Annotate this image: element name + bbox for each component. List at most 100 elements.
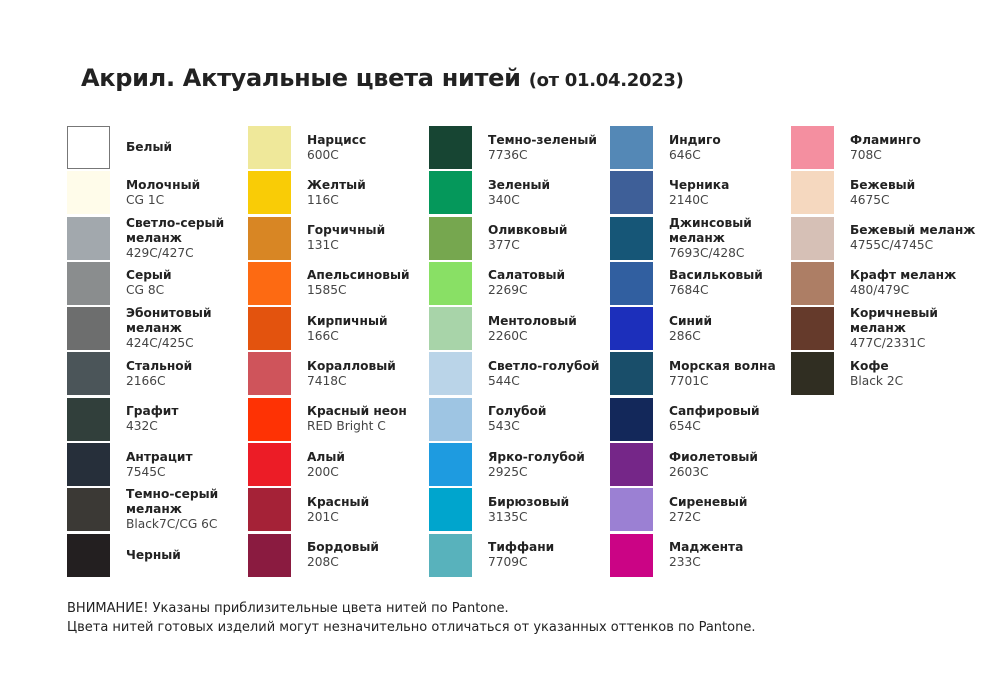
- color-item: Белый: [67, 126, 248, 171]
- color-name: Графит: [126, 404, 179, 419]
- color-item: Бежевый 4675C: [791, 171, 972, 216]
- color-name: Синий: [669, 313, 712, 328]
- color-label: Маджента 233C: [669, 534, 799, 577]
- color-name: Тиффани: [488, 540, 555, 555]
- color-column: Темно-зеленый 7736C Зеленый 340C Оливковый 37…: [429, 126, 610, 579]
- color-name: Морская волна: [669, 358, 776, 373]
- color-item: Маджента 233C: [610, 533, 791, 579]
- color-swatch: [429, 397, 472, 441]
- color-label: Фиолетовый 2603C: [669, 443, 799, 486]
- color-label: Ярко-голубой 2925C: [488, 443, 618, 486]
- color-label: Морская волна 7701C: [669, 352, 799, 395]
- color-name: Алый: [307, 449, 345, 464]
- color-item: Коралловый 7418C: [248, 352, 429, 397]
- color-swatch: [429, 261, 472, 305]
- color-item: Васильковый 7684C: [610, 261, 791, 307]
- pantone-code: 2140C: [669, 192, 709, 207]
- color-label: Сапфировый 654C: [669, 398, 799, 441]
- color-swatch: [610, 126, 653, 169]
- pantone-code: 200C: [307, 464, 339, 479]
- color-item: Серый CG 8C: [67, 261, 248, 307]
- color-name: Ментоловый: [488, 313, 577, 328]
- color-swatch: [610, 533, 653, 577]
- color-label: Фламинго 708C: [850, 126, 980, 169]
- color-item: Сиреневый 272C: [610, 488, 791, 533]
- color-item: Ярко-голубой 2925C: [429, 443, 610, 488]
- disclaimer-note: ВНИМАНИЕ! Указаны приблизительные цвета …: [67, 599, 755, 637]
- color-swatch: [610, 443, 653, 487]
- color-item: Светло-голубой 544C: [429, 352, 610, 397]
- color-name: Крафт меланж: [850, 268, 957, 283]
- color-label: Голубой 543C: [488, 398, 618, 441]
- color-label: Черника 2140C: [669, 171, 799, 214]
- pantone-code: 543C: [488, 419, 520, 434]
- pantone-code: 2603C: [669, 464, 709, 479]
- pantone-code: CG 8C: [126, 283, 165, 298]
- pantone-code: 424C/425C: [126, 336, 194, 351]
- pantone-code: 544C: [488, 373, 520, 388]
- pantone-code: CG 1C: [126, 192, 165, 207]
- color-item: Морская волна 7701C: [610, 352, 791, 397]
- pantone-code: Black 2C: [850, 373, 904, 388]
- color-item: Апельсиновый 1585C: [248, 261, 429, 307]
- color-label: Васильковый 7684C: [669, 262, 799, 305]
- pantone-code: 600C: [307, 147, 339, 162]
- color-swatch: [429, 216, 472, 260]
- color-item: Салатовый 2269C: [429, 261, 610, 307]
- color-name: Черника: [669, 177, 730, 192]
- color-swatch: [429, 352, 472, 396]
- color-label: Горчичный 131C: [307, 217, 437, 260]
- color-name: Ярко-голубой: [488, 449, 585, 464]
- color-name: Светло-серый меланж: [126, 215, 225, 245]
- color-swatch: [429, 171, 472, 215]
- color-item: Эбонитовый меланж 424C/425C: [67, 306, 248, 352]
- color-name: Антрацит: [126, 449, 193, 464]
- color-item: Джинсовый меланж 7693C/428C: [610, 215, 791, 262]
- color-label: Индиго 646C: [669, 126, 799, 169]
- pantone-code: 7545C: [126, 464, 166, 479]
- color-swatch: [248, 307, 291, 351]
- color-name: Бежевый меланж: [850, 223, 976, 238]
- pantone-code: 4755C/4745C: [850, 238, 934, 253]
- pantone-code: 2269C: [488, 283, 528, 298]
- color-name: Бордовый: [307, 540, 379, 555]
- color-item: Сапфировый 654C: [610, 397, 791, 443]
- color-item: Черника 2140C: [610, 171, 791, 216]
- note-line-2: Цвета нитей готовых изделий могут незнач…: [67, 620, 756, 635]
- color-label: Синий 286C: [669, 307, 799, 350]
- color-label: Красный неон RED Bright C: [307, 398, 437, 441]
- color-swatch: [610, 216, 653, 260]
- color-swatch: [429, 126, 472, 169]
- color-column: Белый Молочный CG 1C Светло-серый меланж 429…: [67, 126, 248, 579]
- color-label: Коричневый меланж 477C/2331C: [850, 306, 980, 350]
- color-item: Индиго 646C: [610, 126, 791, 171]
- color-item: Молочный CG 1C: [67, 171, 248, 216]
- color-label: Зеленый 340C: [488, 171, 618, 214]
- pantone-code: 3135C: [488, 509, 528, 524]
- title-main: Акрил. Актуальные цвета нитей: [81, 64, 521, 92]
- color-column: Нарцисс 600C Желтый 116C Горчичный 131C Апельс…: [248, 126, 429, 579]
- color-swatch: [791, 171, 834, 215]
- color-label: Светло-серый меланж 429C/427C: [126, 215, 256, 260]
- color-name: Горчичный: [307, 223, 386, 238]
- color-item: Светло-серый меланж 429C/427C: [67, 216, 248, 262]
- color-swatch: [67, 397, 110, 441]
- color-label: Тиффани 7709C: [488, 534, 618, 577]
- pantone-code: 272C: [669, 509, 701, 524]
- color-swatch: [67, 126, 110, 169]
- color-label: Сиреневый 272C: [669, 488, 799, 531]
- pantone-code: 208C: [307, 555, 339, 570]
- color-swatch: [67, 488, 110, 532]
- color-label: Алый 200C: [307, 443, 437, 486]
- color-name: Белый: [126, 140, 173, 154]
- color-label: Черный: [126, 534, 256, 577]
- color-swatch: [429, 307, 472, 351]
- color-item: Бирюзовый 3135C: [429, 488, 610, 533]
- color-item: Голубой 543C: [429, 397, 610, 443]
- color-name: Джинсовый меланж: [669, 215, 752, 245]
- pantone-code: 7701C: [669, 373, 709, 388]
- color-item: Желтый 116C: [248, 171, 429, 216]
- color-label: Бежевый 4675C: [850, 171, 980, 214]
- pantone-code: 646C: [669, 147, 701, 162]
- color-swatch: [610, 171, 653, 215]
